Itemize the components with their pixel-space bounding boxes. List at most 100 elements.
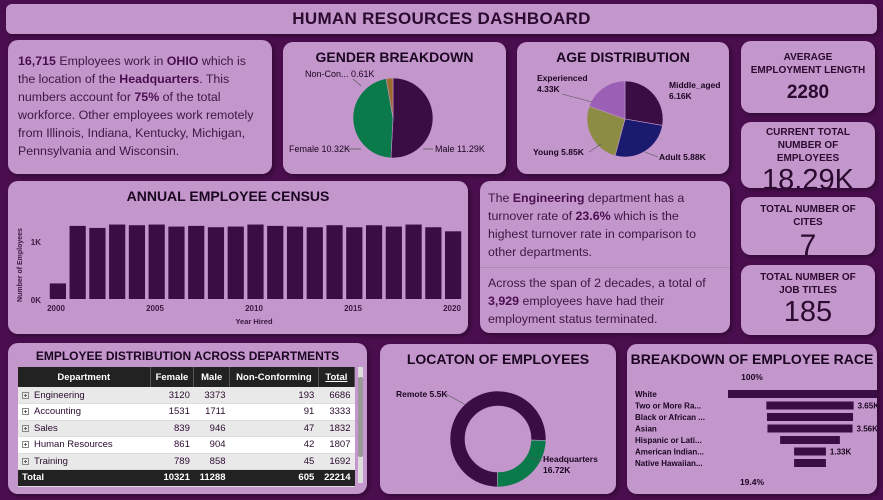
pie-slice-experienced[interactable] [588, 80, 626, 120]
employee-count: 16,715 [18, 54, 56, 68]
census-y-axis-label: Number of Employees [17, 228, 24, 302]
kpi-job-titles-value: 185 [783, 296, 833, 328]
expand-row-icon[interactable] [22, 424, 29, 432]
table-row[interactable]: Training 789 858 45 1692 [18, 453, 355, 470]
census-bar-2011[interactable] [267, 225, 284, 299]
census-bar-chart[interactable]: Number of Employees 1K 0K 2000 2005 2010… [8, 203, 468, 333]
age-title: AGE DISTRIBUTION [556, 49, 690, 65]
census-title: ANNUAL EMPLOYEE CENSUS [126, 188, 330, 204]
pie-slice-male[interactable] [390, 77, 434, 159]
census-x-tick-2005: 2005 [146, 304, 164, 313]
table-scrollbar-thumb[interactable] [358, 377, 363, 457]
table-row[interactable]: Sales 839 946 47 1832 [18, 420, 355, 437]
table-cell: 6686 [318, 387, 355, 404]
census-x-tick-2000: 2000 [47, 304, 65, 313]
race-bottom-percent: 19.4% [740, 477, 765, 487]
race-funnel-bar[interactable] [766, 401, 854, 410]
census-bar-2013[interactable] [306, 227, 323, 299]
pie-slice-female[interactable] [352, 78, 394, 159]
gender-label-female: Female 10.32K [289, 144, 350, 154]
table-row[interactable]: Human Resources 861 904 42 1807 [18, 436, 355, 454]
age-pie-chart[interactable]: Experienced 4.33K Middle_aged 6.16K Youn… [517, 64, 729, 174]
state-name: OHIO [166, 54, 199, 68]
census-bar-2003[interactable] [109, 224, 126, 299]
census-bar-2019[interactable] [425, 227, 442, 299]
col-total[interactable]: Total [318, 367, 356, 387]
departments-table-wrap: Department Female Male Non-Conforming To… [18, 367, 356, 487]
census-y-tick-0k: 0K [31, 296, 41, 305]
census-bar-2012[interactable] [286, 226, 304, 299]
expand-row-icon[interactable] [22, 408, 29, 416]
expand-row-icon[interactable] [22, 391, 29, 399]
census-bar-2000[interactable] [49, 283, 66, 299]
table-cell: 193 [229, 387, 319, 404]
donut-slice-remote[interactable] [496, 439, 547, 488]
census-bar-2001[interactable] [69, 225, 86, 299]
gender-label-male: Male 11.29K [435, 144, 485, 154]
age-label-middle: Middle_aged [669, 80, 720, 90]
departments-title: EMPLOYEE DISTRIBUTION ACROSS DEPARTMENTS [35, 349, 340, 363]
pie-slice-nonconforming[interactable] [385, 77, 394, 119]
race-category-label: White [635, 390, 657, 399]
race-funnel-bar[interactable] [767, 424, 853, 433]
race-breakdown-card: BREAKDOWN OF EMPLOYEE RACE 100% White Two… [627, 344, 877, 494]
census-bar-2018[interactable] [405, 224, 422, 299]
table-row[interactable]: Engineering 3120 3373 193 6686 [18, 387, 355, 404]
kpi-total-employees-label: CURRENT TOTAL NUMBER OF EMPLOYEES [765, 127, 851, 164]
kpi-avg-employment-card: AVERAGE EMPLOYMENT LENGTH 2280 [741, 41, 875, 113]
census-bar-2014[interactable] [326, 225, 343, 299]
pie-slice-young[interactable] [586, 105, 626, 157]
expand-row-icon[interactable] [22, 457, 29, 465]
census-bar-2006[interactable] [168, 226, 185, 299]
gender-pie-chart[interactable]: Non-Con... 0.61K Female 10.32K Male 11.2… [283, 64, 506, 174]
dashboard-title-bar: HUMAN RESOURCES DASHBOARD [6, 4, 877, 34]
gender-breakdown-card: GENDER BREAKDOWN Non-Con... 0.61K Female… [283, 42, 506, 174]
table-scrollbar[interactable] [358, 367, 363, 483]
race-funnel-bar[interactable] [794, 459, 826, 467]
table-cell: 1711 [193, 403, 230, 421]
col-department[interactable]: Department [18, 367, 151, 387]
census-bar-2010[interactable] [247, 224, 264, 299]
census-x-tick-2015: 2015 [344, 304, 362, 313]
pie-slice-adult[interactable] [614, 118, 663, 158]
age-label-adult: Adult 5.88K [659, 152, 707, 162]
census-bar-2020[interactable] [445, 231, 462, 299]
location-donut-chart[interactable]: Remote 5.5K Headquarters 16.72K [380, 369, 616, 494]
census-bar-2004[interactable] [128, 225, 146, 299]
table-row[interactable]: Accounting 1531 1711 91 3333 [18, 403, 355, 421]
table-cell: 1531 [150, 403, 194, 421]
hq-label: Headquarters [119, 72, 200, 86]
age-label-experienced: Experienced [537, 73, 588, 83]
race-funnel-chart[interactable]: 100% White Two or More Ra... Black or Afri… [627, 369, 877, 494]
col-nonconforming[interactable]: Non-Conforming [229, 367, 319, 387]
age-value-experienced: 4.33K [537, 84, 561, 94]
race-funnel-bar[interactable] [766, 413, 854, 421]
departments-table: Department Female Male Non-Conforming To… [18, 367, 356, 487]
expand-row-icon[interactable] [22, 441, 29, 449]
col-male[interactable]: Male [193, 367, 231, 387]
turnover-text: The Engineering department has a turnove… [488, 191, 696, 259]
age-label-young: Young 5.85K [533, 147, 585, 157]
census-bar-2008[interactable] [207, 227, 225, 299]
race-title: BREAKDOWN OF EMPLOYEE RACE [630, 351, 874, 367]
hq-percent: 75% [134, 90, 160, 104]
census-bar-2002[interactable] [89, 227, 106, 299]
location-label-headquarters: Headquarters [543, 454, 598, 464]
race-funnel-bar[interactable] [728, 390, 877, 398]
pie-slice-middle-aged[interactable] [624, 80, 664, 126]
kpi-total-employees-value: 18.29K [762, 164, 854, 188]
census-bar-2016[interactable] [365, 225, 383, 299]
race-funnel-bar[interactable] [780, 436, 840, 444]
census-bar-2007[interactable] [188, 225, 205, 299]
table-cell: 839 [150, 420, 194, 437]
race-category-label: Two or More Ra... [635, 402, 701, 411]
census-bar-2009[interactable] [227, 226, 244, 299]
race-funnel-bar[interactable] [794, 447, 826, 456]
census-bar-2005[interactable] [148, 224, 165, 299]
census-x-tick-2020: 2020 [443, 304, 461, 313]
census-bar-2015[interactable] [346, 227, 363, 299]
donut-slice-headquarters[interactable] [449, 390, 547, 488]
census-bar-2017[interactable] [385, 226, 402, 299]
col-female[interactable]: Female [150, 367, 195, 387]
census-x-tick-2010: 2010 [245, 304, 263, 313]
